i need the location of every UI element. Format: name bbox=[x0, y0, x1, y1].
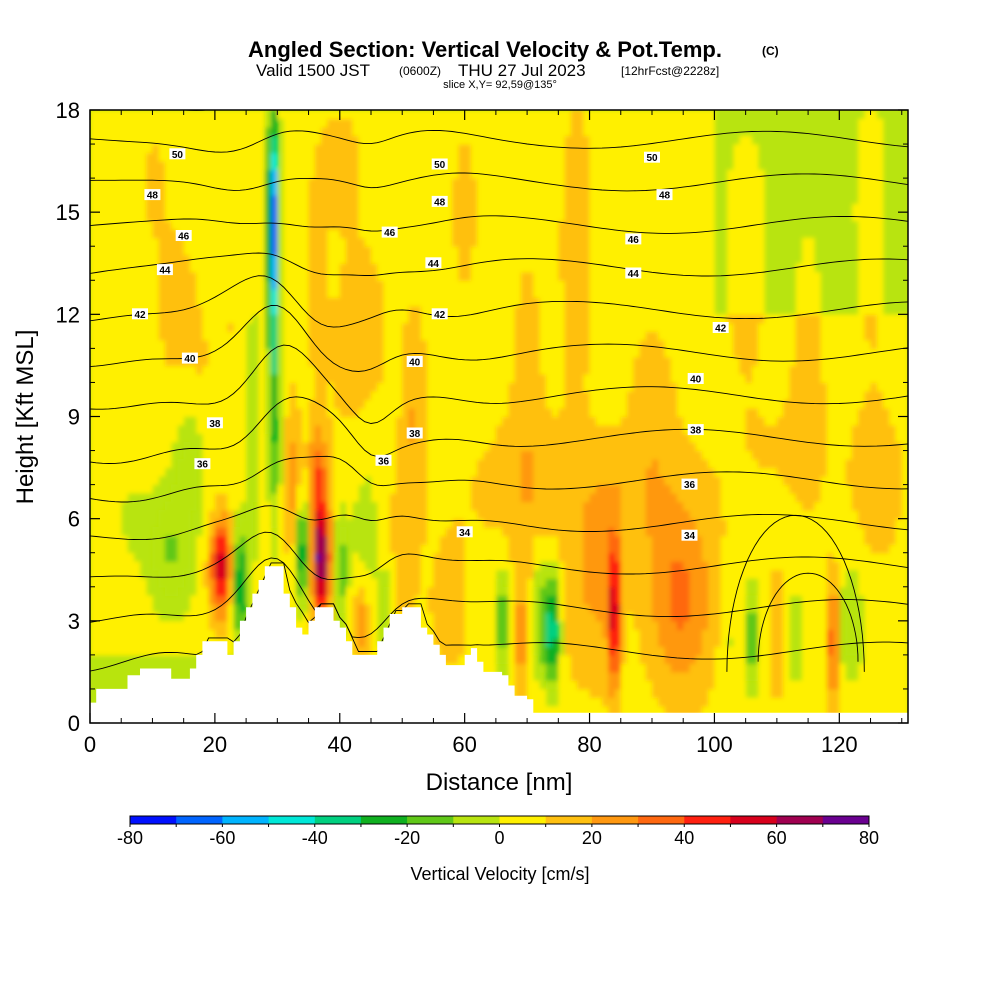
isentrope-35 bbox=[90, 455, 908, 503]
colorbar-swatch bbox=[499, 816, 547, 824]
contour-label: 44 bbox=[156, 264, 173, 277]
y-axis-label: Height [Kft MSL] bbox=[12, 330, 39, 505]
colorbar-swatch bbox=[453, 816, 500, 824]
y-tick-label: 0 bbox=[68, 711, 80, 736]
colorbar-swatch bbox=[130, 816, 177, 824]
contour-label: 44 bbox=[625, 267, 642, 280]
x-tick-label: 20 bbox=[203, 732, 227, 757]
contour-label: 36 bbox=[194, 458, 211, 471]
contour-label: 46 bbox=[381, 226, 398, 239]
isentrope-38 bbox=[90, 305, 908, 372]
low-level-contour bbox=[757, 572, 859, 662]
valid-time: Valid 1500 JST bbox=[256, 61, 370, 80]
low-level-contour bbox=[726, 514, 865, 672]
colorbar-swatch bbox=[407, 816, 454, 824]
contour-label: 38 bbox=[406, 427, 423, 440]
colorbar-tick-label: 80 bbox=[859, 828, 879, 848]
x-tick-label: 80 bbox=[577, 732, 601, 757]
colorbar-tick-label: 60 bbox=[767, 828, 787, 848]
potential-temperature-contours bbox=[90, 3, 908, 672]
contour-label: 50 bbox=[431, 158, 448, 171]
isentrope-37 bbox=[90, 344, 908, 424]
contour-label: 38 bbox=[206, 417, 223, 430]
x-axis-label: Distance [nm] bbox=[426, 769, 573, 796]
x-tick-label: 120 bbox=[821, 732, 858, 757]
isentrope-46 bbox=[90, 3, 908, 26]
slice-info: slice X,Y= 92,59@135° bbox=[443, 79, 557, 91]
y-tick-label: 9 bbox=[68, 405, 80, 430]
x-tick-label: 100 bbox=[696, 732, 733, 757]
y-tick-label: 3 bbox=[68, 609, 80, 634]
isentrope-32 bbox=[90, 557, 908, 639]
isentrope-34 bbox=[90, 505, 908, 541]
contour-label: 34 bbox=[456, 526, 473, 539]
chart-subtitle: Valid 1500 JST (0600Z) THU 27 Jul 2023 [… bbox=[256, 61, 719, 80]
isentrope-41 bbox=[90, 215, 908, 234]
colorbar-swatch bbox=[776, 816, 824, 824]
colorbar-swatch bbox=[268, 816, 316, 824]
utc-time: (0600Z) bbox=[399, 64, 441, 78]
forecast-date: THU 27 Jul 2023 bbox=[458, 61, 586, 80]
colorbar-swatch bbox=[730, 816, 778, 824]
x-tick-label: 0 bbox=[84, 732, 96, 757]
contour-label: 42 bbox=[712, 322, 729, 335]
isentrope-39 bbox=[90, 275, 908, 328]
contour-label: 38 bbox=[687, 424, 704, 437]
colorbar-tick-label: -60 bbox=[209, 828, 235, 848]
y-tick-label: 6 bbox=[68, 507, 80, 532]
colorbar-swatch bbox=[314, 816, 362, 824]
contour-label: 40 bbox=[406, 356, 423, 369]
contour-label: 42 bbox=[132, 308, 148, 321]
contour-label: 36 bbox=[375, 454, 392, 467]
colorbar-label: Vertical Velocity [cm/s] bbox=[410, 864, 589, 884]
colorbar-tick-label: 0 bbox=[494, 828, 504, 848]
colorbar-tick-label: -20 bbox=[394, 828, 420, 848]
colorbar-tick-label: 40 bbox=[674, 828, 694, 848]
contour-label: 48 bbox=[144, 189, 161, 202]
contour-label: 40 bbox=[687, 373, 704, 386]
y-tick-label: 15 bbox=[56, 200, 80, 225]
contour-label: 42 bbox=[431, 308, 448, 321]
contour-label: 48 bbox=[431, 195, 448, 208]
colorbar-swatch bbox=[545, 816, 593, 824]
x-tick-label: 40 bbox=[328, 732, 352, 757]
contour-label: 36 bbox=[681, 478, 698, 491]
isentrope-42 bbox=[90, 172, 908, 192]
colorbar-swatch bbox=[222, 816, 270, 824]
colorbar: -80 -60 -40 -20 0 20 40 60 80 bbox=[117, 815, 879, 848]
contour-label: 40 bbox=[181, 352, 198, 365]
colorbar-swatch bbox=[822, 816, 870, 824]
forecast-run: [12hrFcst@2228z] bbox=[621, 64, 719, 78]
terrain bbox=[90, 566, 908, 723]
colorbar-tick-label: 20 bbox=[582, 828, 602, 848]
x-tick-label: 60 bbox=[452, 732, 476, 757]
y-tick-label: 18 bbox=[56, 98, 80, 123]
contour-label: 50 bbox=[169, 148, 186, 161]
contour-label: 34 bbox=[681, 529, 698, 542]
colorbar-swatch bbox=[360, 816, 408, 824]
colorbar-tick-label: -40 bbox=[302, 828, 328, 848]
y-tick-label: 12 bbox=[56, 302, 80, 327]
contour-label: 46 bbox=[625, 233, 642, 246]
isentrope-33 bbox=[90, 531, 908, 580]
colorbar-tick-label: -80 bbox=[117, 828, 143, 848]
contour-label: 46 bbox=[175, 230, 192, 243]
colorbar-swatch bbox=[591, 816, 639, 824]
contour-label: 50 bbox=[644, 151, 660, 164]
colorbar-swatch bbox=[638, 816, 685, 824]
contour-label: 44 bbox=[425, 257, 442, 270]
chart-title-units: (C) bbox=[762, 44, 779, 58]
contour-label: 48 bbox=[656, 189, 673, 202]
colorbar-swatch bbox=[684, 816, 731, 824]
isentrope-43 bbox=[90, 129, 908, 153]
chart-title: Angled Section: Vertical Velocity & Pot.… bbox=[248, 37, 722, 62]
isentrope-36 bbox=[90, 396, 908, 464]
contour-labels: 50 50 50 48 48 48 46 46 46 44 44 44 42 42 42 40 40 40 38 38… bbox=[132, 148, 729, 542]
isentrope-40 bbox=[90, 252, 908, 277]
isentrope-31 bbox=[90, 562, 908, 672]
colorbar-swatch bbox=[176, 816, 223, 824]
